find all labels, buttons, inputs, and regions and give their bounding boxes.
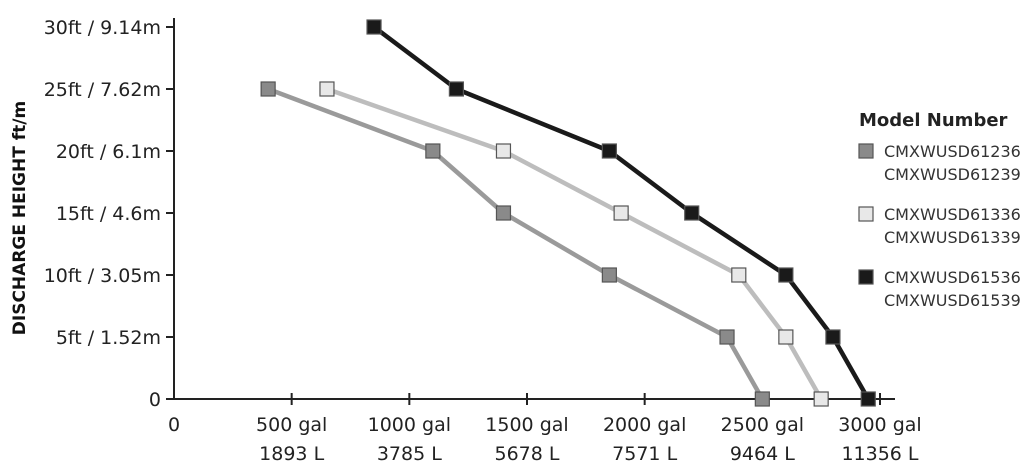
series-2-point [495, 143, 512, 159]
series-3-point [778, 267, 794, 283]
y-tick-label: 20ft / 6.1m [56, 141, 161, 163]
y-tick-label: 30ft / 9.14m [44, 17, 161, 39]
y-tick-label: 25ft / 7.62m [44, 79, 161, 101]
x-tick-sublabel: 5678 L [495, 443, 560, 465]
y-tick-label: 10ft / 3.05m [44, 265, 161, 287]
legend-entry-label: CMXWUSD61539 [884, 291, 1021, 310]
series-3-point [684, 205, 700, 221]
series-group [260, 19, 876, 407]
series-2-point [731, 267, 747, 283]
x-tick-sublabel: 11356 L [841, 443, 918, 465]
series-3-point [448, 81, 464, 97]
series-3-point [366, 19, 382, 35]
x-tick-label: 2500 gal [721, 414, 804, 436]
series-1-point [719, 329, 735, 345]
x-tick-sublabel: 7571 L [612, 443, 677, 465]
series-3-point [825, 329, 841, 345]
legend: Model Number CMXWUSD61236 CMXWUSD61239 CMXW… [858, 110, 1021, 310]
legend-entry-label: CMXWUSD61239 [884, 165, 1021, 184]
legend-swatch-3 [858, 269, 874, 285]
legend-title: Model Number [859, 110, 1008, 131]
series-3-point [601, 143, 617, 159]
legend-entry-label: CMXWUSD61336 [884, 205, 1021, 224]
x-tick-sublabel: 1893 L [259, 443, 324, 465]
series-1-point [425, 143, 441, 159]
x-tick-sublabel: 3785 L [377, 443, 442, 465]
legend-swatch-2 [858, 206, 874, 222]
legend-entry-label: CMXWUSD61536 [884, 268, 1021, 287]
series-line-1 [267, 86, 765, 401]
series-1-point [601, 267, 617, 283]
y-tick-label: 15ft / 4.6m [56, 203, 161, 225]
series-3-point [860, 391, 876, 407]
legend-entry-label: CMXWUSD61236 [884, 142, 1021, 161]
x-tick-label: 500 gal [256, 414, 327, 436]
x-tick-label: 1000 gal [368, 414, 451, 436]
x-tick-sublabel: 9464 L [730, 443, 795, 465]
series-2-point [319, 81, 335, 97]
series-line-2 [326, 86, 824, 401]
x-tick-label: 3000 gal [838, 414, 921, 436]
series-1-point [260, 81, 276, 97]
legend-entry-label: CMXWUSD61339 [884, 228, 1021, 247]
axes-group: 0 5ft / 1.52m 10ft / 3.05m 15ft / 4.6m 20ft … [44, 17, 922, 465]
y-axis-label: DISCHARGE HEIGHT ft/m [10, 101, 30, 335]
x-tick-label: 0 [168, 414, 180, 436]
legend-swatch-1 [858, 143, 874, 159]
x-tick-label: 2000 gal [603, 414, 686, 436]
x-tick-label: 1500 gal [485, 414, 568, 436]
y-tick-label: 5ft / 1.52m [56, 327, 161, 349]
series-2-point [613, 205, 629, 221]
series-2-point [813, 391, 829, 407]
series-1-point [754, 391, 770, 407]
series-1-point [495, 205, 512, 221]
series-2-point [778, 329, 794, 345]
y-tick-label: 0 [149, 389, 161, 411]
